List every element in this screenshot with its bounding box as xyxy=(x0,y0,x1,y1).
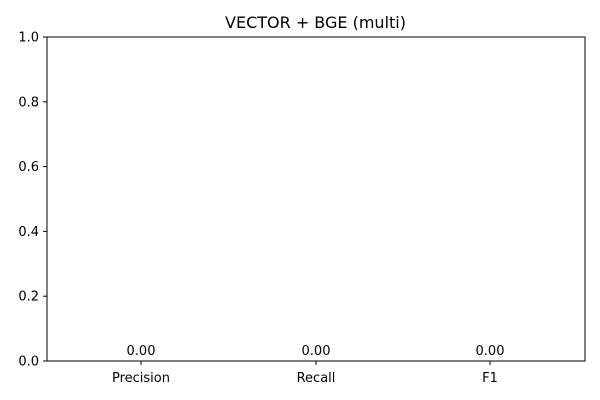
y-axis: 0.0 0.2 0.4 0.6 0.8 1.0 xyxy=(18,31,47,370)
y-tick-label: 0.4 xyxy=(18,225,39,240)
chart-title: VECTOR + BGE (multi) xyxy=(225,13,406,32)
y-tick-label: 0.2 xyxy=(18,290,39,305)
x-tick-label: Precision xyxy=(112,371,170,386)
bar-value-label: 0.00 xyxy=(476,344,505,359)
data-labels-group: 0.00 0.00 0.00 xyxy=(127,344,505,359)
x-tick-label: Recall xyxy=(297,371,336,386)
x-axis: Precision Recall F1 xyxy=(112,361,498,386)
bar-value-label: 0.00 xyxy=(302,344,331,359)
y-tick-label: 1.0 xyxy=(18,31,39,46)
bar-value-label: 0.00 xyxy=(127,344,156,359)
y-tick-label: 0.0 xyxy=(18,355,39,370)
y-tick-label: 0.6 xyxy=(18,160,39,175)
plot-frame xyxy=(46,36,586,362)
y-tick-label: 0.8 xyxy=(18,95,39,110)
x-tick-label: F1 xyxy=(482,371,498,386)
